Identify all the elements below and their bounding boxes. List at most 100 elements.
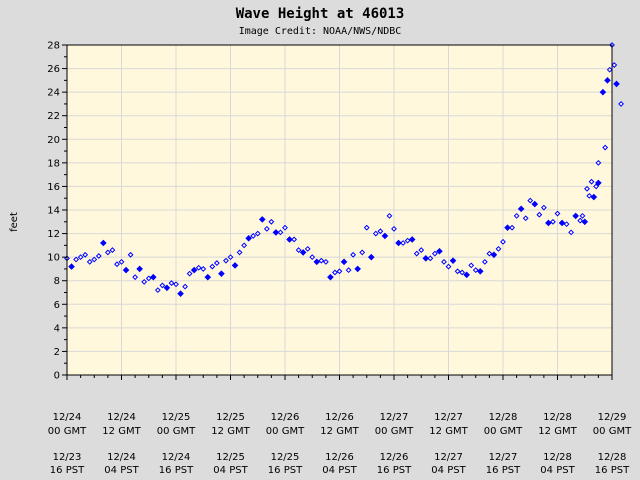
data-point — [177, 290, 184, 297]
y-tick-label: 22 — [47, 111, 60, 122]
data-point — [77, 254, 84, 261]
data-point — [558, 219, 566, 227]
data-point — [504, 224, 511, 231]
x-tick-label: 12/27 — [380, 412, 409, 423]
x-tick-label: 12/23 — [53, 452, 82, 463]
x-tick-label: 04 PST — [431, 465, 466, 476]
y-tick-label: 28 — [47, 41, 60, 52]
x-tick-label: 16 PST — [486, 465, 521, 476]
data-point — [386, 212, 393, 219]
data-point — [86, 258, 93, 265]
data-point — [332, 269, 338, 276]
data-point — [513, 212, 520, 219]
data-point — [527, 197, 534, 204]
y-tick-label: 0 — [54, 371, 60, 382]
data-point — [245, 234, 252, 242]
x-tick-label: 12 GMT — [538, 426, 577, 437]
data-point — [604, 77, 611, 84]
data-point — [554, 210, 561, 217]
y-tick-label: 8 — [54, 276, 60, 287]
data-point — [250, 233, 257, 239]
data-point — [100, 239, 107, 247]
data-point — [109, 247, 116, 253]
data-point — [291, 236, 297, 243]
data-point — [436, 247, 443, 255]
data-point — [91, 256, 98, 263]
x-tick-label: 12/24 — [162, 452, 191, 463]
y-tick-label: 4 — [54, 323, 60, 334]
data-point — [590, 193, 598, 201]
marks-layer — [64, 42, 624, 297]
x-tick-label: 00 GMT — [593, 426, 632, 437]
x-tick-label: 04 PST — [213, 465, 248, 476]
x-tick-label: 12/28 — [543, 452, 572, 463]
data-point — [613, 80, 620, 88]
data-point — [104, 249, 111, 256]
data-point — [190, 266, 198, 274]
y-tick-label: 20 — [47, 135, 60, 146]
data-point — [114, 261, 120, 268]
data-point — [531, 200, 539, 208]
data-point — [218, 270, 225, 277]
data-point — [588, 178, 595, 185]
data-point — [579, 212, 586, 219]
y-tick-label: 12 — [47, 229, 60, 240]
data-point — [404, 237, 411, 244]
data-point — [122, 266, 130, 274]
data-point — [299, 249, 307, 256]
data-point — [363, 224, 370, 231]
data-point — [377, 228, 384, 235]
data-point — [495, 245, 502, 252]
x-tick-label: 12/24 — [53, 412, 82, 423]
x-tick-label: 12 GMT — [320, 426, 359, 437]
data-point — [595, 179, 602, 187]
data-point — [195, 264, 202, 271]
data-point — [340, 258, 348, 266]
data-point — [545, 219, 552, 227]
data-point — [459, 269, 466, 276]
data-point — [463, 271, 470, 279]
data-point — [304, 245, 311, 252]
data-point — [481, 258, 488, 265]
data-point — [359, 249, 366, 256]
x-tick-label: 12/27 — [434, 412, 463, 423]
data-point — [568, 229, 575, 236]
x-tick-label: 12/25 — [216, 452, 245, 463]
data-point — [322, 258, 329, 265]
data-point — [584, 185, 590, 192]
data-point — [445, 263, 452, 270]
y-tick-label: 18 — [47, 158, 60, 169]
data-point — [593, 183, 600, 190]
data-point — [372, 230, 379, 237]
data-point — [486, 250, 493, 257]
data-point — [286, 236, 293, 243]
data-point — [468, 262, 475, 269]
data-point — [577, 217, 584, 224]
x-tick-label: 12 GMT — [211, 426, 250, 437]
data-point — [367, 253, 375, 261]
data-point — [68, 263, 75, 270]
x-tick-label: 12/27 — [489, 452, 518, 463]
data-point — [231, 262, 239, 269]
y-axis-label: feet — [9, 212, 20, 232]
data-point — [154, 287, 161, 294]
data-point — [159, 282, 166, 289]
data-point — [145, 275, 152, 282]
data-point — [118, 258, 125, 265]
x-tick-label: 16 PST — [595, 465, 630, 476]
data-point — [295, 247, 302, 253]
data-point — [241, 242, 248, 249]
x-tick-label: 16 PST — [159, 465, 194, 476]
data-point — [336, 268, 343, 275]
data-point — [586, 192, 593, 199]
data-point — [391, 225, 397, 232]
data-point — [223, 257, 229, 264]
data-point — [182, 283, 188, 290]
x-tick-label: 12/28 — [489, 412, 518, 423]
data-point — [149, 273, 157, 281]
x-tick-label: 00 GMT — [48, 426, 87, 437]
data-point — [127, 251, 134, 258]
data-point — [472, 267, 479, 274]
x-tick-label: 12/24 — [107, 452, 136, 463]
